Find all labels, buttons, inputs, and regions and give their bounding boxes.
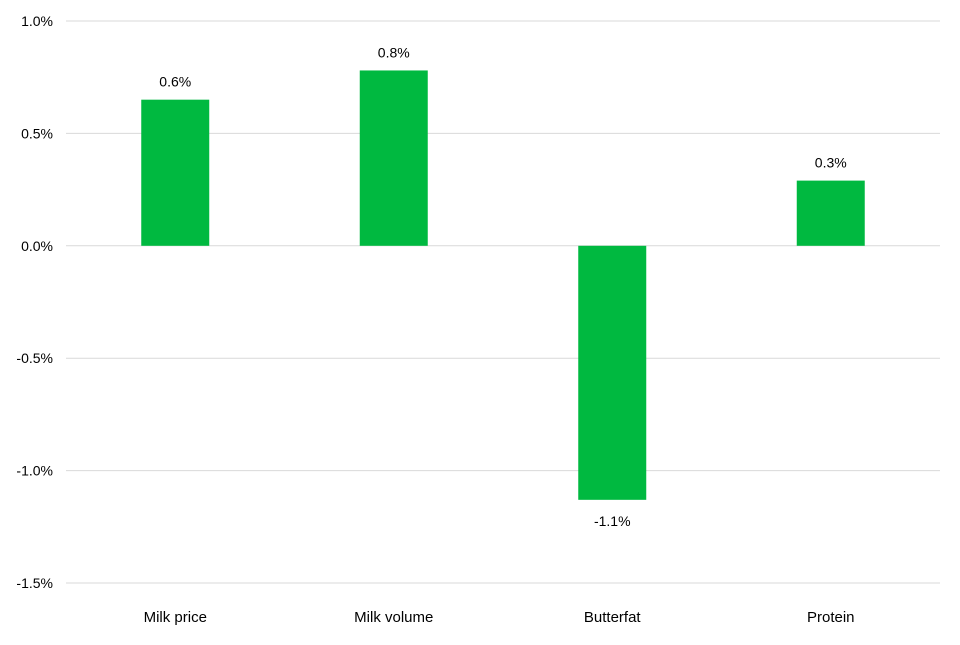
bar-milk-price [141, 99, 210, 246]
gridlines [66, 20, 940, 584]
y-tick-label: -0.5% [16, 350, 53, 366]
data-label: -1.1% [594, 513, 631, 529]
x-category-label: Milk volume [354, 609, 433, 626]
bars [141, 70, 865, 500]
data-label: 0.8% [378, 44, 410, 60]
y-tick-label: 0.0% [21, 238, 53, 254]
data-labels: 0.6% 0.8% -1.1% 0.3% [159, 44, 846, 528]
x-axis-category-labels: Milk price Milk volume Butterfat Protein [144, 609, 855, 626]
bar-milk-volume [359, 70, 428, 246]
y-tick-label: 1.0% [21, 13, 53, 29]
bar-protein [796, 180, 865, 246]
x-category-label: Protein [807, 609, 855, 626]
data-label: 0.3% [815, 155, 847, 171]
x-category-label: Butterfat [584, 609, 642, 626]
y-tick-label: 0.5% [21, 125, 53, 141]
data-label: 0.6% [159, 74, 191, 90]
y-tick-label: -1.0% [16, 463, 53, 479]
y-axis-tick-labels: 1.0% 0.5% 0.0% -0.5% -1.0% -1.5% [16, 13, 53, 591]
x-category-label: Milk price [144, 609, 207, 626]
y-tick-label: -1.5% [16, 575, 53, 591]
bar-butterfat [578, 245, 647, 500]
